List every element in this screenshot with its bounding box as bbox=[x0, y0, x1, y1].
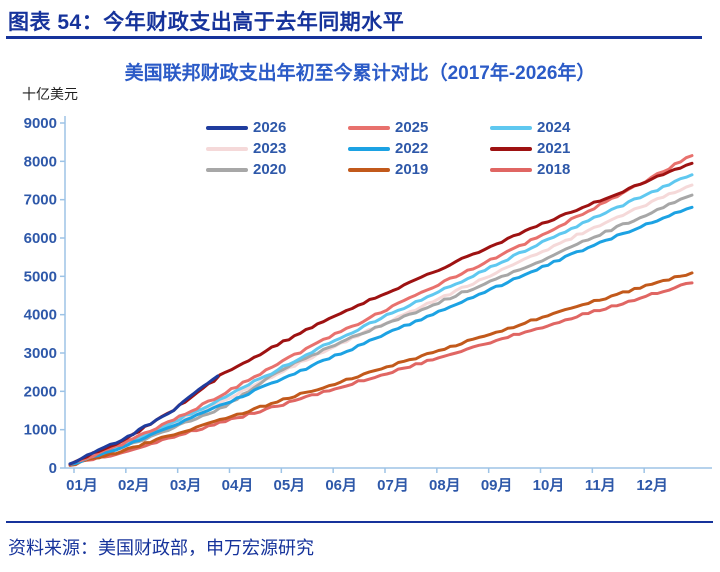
source-note: 资料来源：美国财政部，申万宏源研究 bbox=[8, 538, 314, 558]
series-line-2018 bbox=[68, 281, 694, 467]
legend-label: 2021 bbox=[537, 140, 571, 157]
legend-item-2023: 2023 bbox=[206, 140, 348, 158]
legend-item-2021: 2021 bbox=[490, 140, 632, 158]
y-tick-label: 8000 bbox=[24, 153, 57, 170]
series-line-2024 bbox=[68, 173, 694, 467]
y-tick-label: 3000 bbox=[24, 345, 57, 362]
x-tick-label: 05月 bbox=[273, 477, 305, 494]
series-line-2022 bbox=[68, 205, 694, 467]
y-tick-label: 0 bbox=[49, 460, 57, 477]
legend-label: 2018 bbox=[537, 161, 571, 178]
legend-swatch bbox=[490, 147, 532, 151]
legend-item-2018: 2018 bbox=[490, 161, 632, 179]
series-line-2019 bbox=[68, 271, 694, 467]
legend-label: 2022 bbox=[395, 140, 429, 157]
x-tick-label: 09月 bbox=[481, 477, 513, 494]
x-tick-label: 03月 bbox=[170, 477, 202, 494]
header-divider bbox=[6, 36, 702, 39]
legend-label: 2023 bbox=[253, 140, 287, 157]
legend-swatch bbox=[348, 126, 390, 130]
y-tick-label: 6000 bbox=[24, 230, 57, 247]
y-axis-unit-label: 十亿美元 bbox=[22, 86, 78, 102]
legend-swatch bbox=[206, 126, 248, 130]
x-tick-label: 10月 bbox=[533, 477, 565, 494]
x-tick-label: 02月 bbox=[118, 477, 150, 494]
legend-item-2024: 2024 bbox=[490, 119, 632, 137]
legend-label: 2024 bbox=[537, 119, 571, 136]
legend-label: 2020 bbox=[253, 161, 287, 178]
series-line-2020 bbox=[68, 193, 694, 467]
legend-label: 2025 bbox=[395, 119, 429, 136]
x-tick-label: 11月 bbox=[585, 477, 616, 494]
legend-swatch bbox=[206, 168, 248, 172]
y-tick-label: 4000 bbox=[24, 307, 57, 324]
x-tick-label: 07月 bbox=[377, 477, 409, 494]
legend-swatch bbox=[348, 147, 390, 151]
legend-label: 2026 bbox=[253, 119, 287, 136]
legend-item-2026: 2026 bbox=[206, 119, 348, 137]
x-tick-label: 04月 bbox=[222, 477, 254, 494]
series-line-2025 bbox=[68, 154, 694, 467]
y-tick-label: 5000 bbox=[24, 268, 57, 285]
figure-title: 图表 54：今年财政支出高于去年同期水平 bbox=[8, 11, 405, 34]
legend-swatch bbox=[490, 126, 532, 130]
series-line-2026 bbox=[68, 374, 220, 466]
legend-item-2022: 2022 bbox=[348, 140, 490, 158]
chart-legend: 2026 2025 2024 2023 2022 2021 2020 2019 2018 bbox=[206, 119, 632, 179]
y-tick-label: 9000 bbox=[24, 115, 57, 132]
x-tick-label: 12月 bbox=[636, 477, 668, 494]
legend-swatch bbox=[490, 168, 532, 172]
chart-title: 美国联邦财政支出年初至今累计对比（2017年-2026年） bbox=[124, 63, 596, 84]
x-tick-label: 08月 bbox=[429, 477, 461, 494]
footer-divider bbox=[6, 521, 713, 523]
legend-item-2019: 2019 bbox=[348, 161, 490, 179]
x-tick-label: 01月 bbox=[66, 477, 98, 494]
legend-item-2025: 2025 bbox=[348, 119, 490, 137]
x-tick-label: 06月 bbox=[325, 477, 357, 494]
y-tick-label: 1000 bbox=[24, 422, 57, 439]
legend-swatch bbox=[206, 147, 248, 151]
legend-label: 2019 bbox=[395, 161, 429, 178]
y-tick-label: 2000 bbox=[24, 383, 57, 400]
legend-item-2020: 2020 bbox=[206, 161, 348, 179]
y-tick-label: 7000 bbox=[24, 192, 57, 209]
legend-swatch bbox=[348, 168, 390, 172]
line-chart: 0 1000 2000 3000 4000 5000 6000 7000 8000 9000 01月… bbox=[24, 115, 712, 494]
